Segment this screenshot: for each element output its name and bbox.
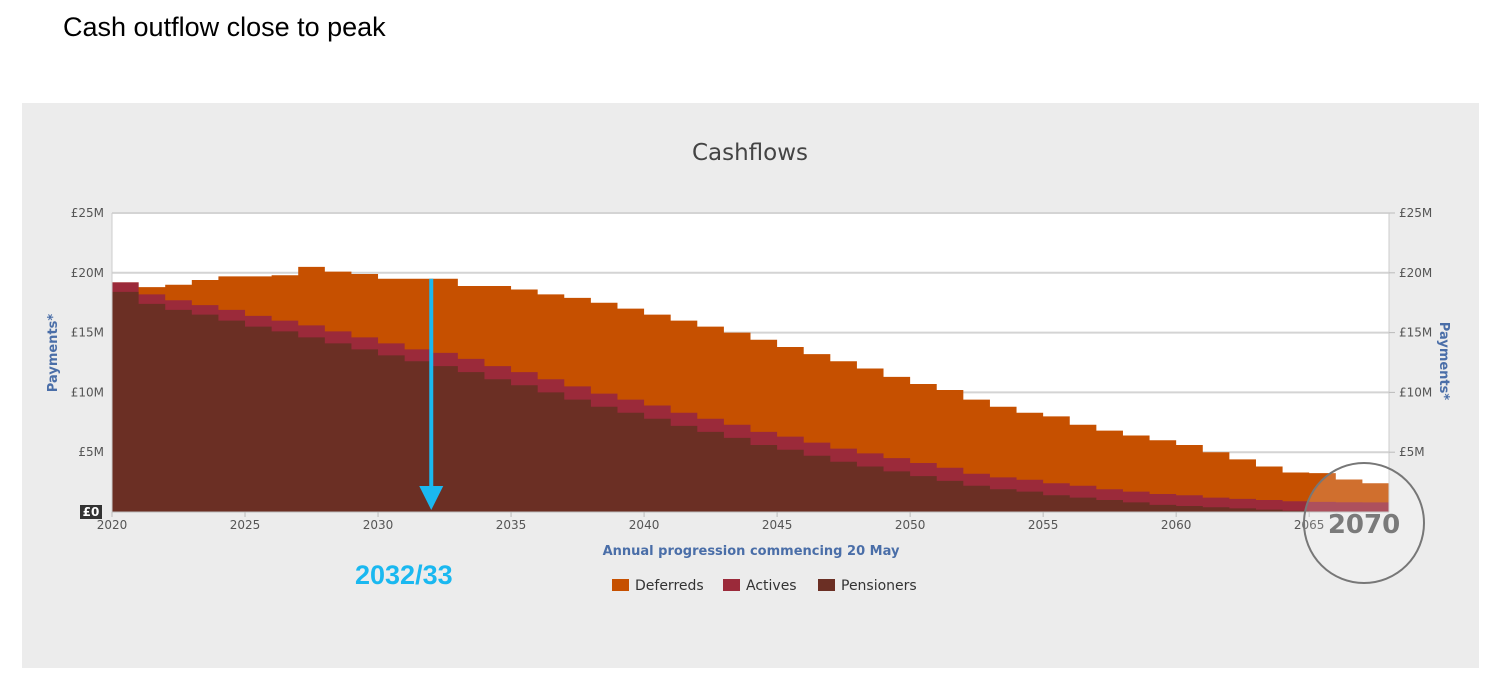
x-tick-label: 2060 <box>1161 518 1192 532</box>
y-ticks-right: £5M £10M £15M £20M £25M <box>1389 206 1432 459</box>
y-tick-label-right: £10M <box>1399 385 1432 399</box>
chart-title: Cashflows <box>692 140 808 166</box>
lens-label: 2070 <box>1328 510 1400 540</box>
x-tick-label: 2025 <box>230 518 261 532</box>
x-axis-title: Annual progression commencing 20 May <box>603 544 900 559</box>
y-tick-label-left: £15M <box>71 326 104 340</box>
x-tick-label: 2040 <box>629 518 660 532</box>
x-tick-label: 2035 <box>496 518 527 532</box>
y-tick-label-left: £10M <box>71 385 104 399</box>
legend-swatch-actives <box>723 579 740 591</box>
y-axis-title-right: Payments* <box>1436 322 1451 401</box>
y-tick-label-right: £5M <box>1399 445 1425 459</box>
y-tick-label-left: £25M <box>71 206 104 220</box>
legend-swatch-pensioners <box>818 579 835 591</box>
x-tick-label: 2050 <box>895 518 926 532</box>
y-tick-label-right: £25M <box>1399 206 1432 220</box>
legend-label-deferreds[interactable]: Deferreds <box>635 578 704 594</box>
peak-arrow <box>419 278 444 510</box>
x-tick-label: 2020 <box>97 518 128 532</box>
cashflows-chart: £0 £5M £10M £15M £20M £25M £5M £10M £15M £20M £25… <box>46 140 1451 594</box>
y-tick-label-right: £20M <box>1399 266 1432 280</box>
y-tick-label-left: £20M <box>71 266 104 280</box>
x-tick-label: 2055 <box>1028 518 1059 532</box>
legend-label-actives[interactable]: Actives <box>746 578 797 594</box>
y-tick-label-left: £0 <box>83 505 100 519</box>
y-ticks-left: £0 £5M £10M £15M £20M £25M <box>71 206 104 519</box>
legend: Deferreds Actives Pensioners <box>612 578 917 594</box>
x-ticks: 2020 2025 2030 2035 2040 2045 2050 2055 2060 2065 <box>97 512 1325 532</box>
legend-swatch-deferreds <box>612 579 629 591</box>
slide-title: Cash outflow close to peak <box>63 12 386 42</box>
arrow-head <box>419 486 444 510</box>
y-axis-title-left: Payments* <box>46 314 61 393</box>
y-tick-label-right: £15M <box>1399 326 1432 340</box>
magnifier-lens: 2070 <box>1303 462 1425 584</box>
arrow-label: 2032/33 <box>355 560 453 590</box>
x-tick-label: 2030 <box>363 518 394 532</box>
chart-panel: £0 £5M £10M £15M £20M £25M £5M £10M £15M £20M £25… <box>22 103 1479 668</box>
x-tick-label: 2045 <box>762 518 793 532</box>
y-tick-zero-bg <box>80 505 102 519</box>
x-tick-label: 2065 <box>1294 518 1325 532</box>
y-tick-label-left: £5M <box>78 445 104 459</box>
legend-label-pensioners[interactable]: Pensioners <box>841 578 917 594</box>
